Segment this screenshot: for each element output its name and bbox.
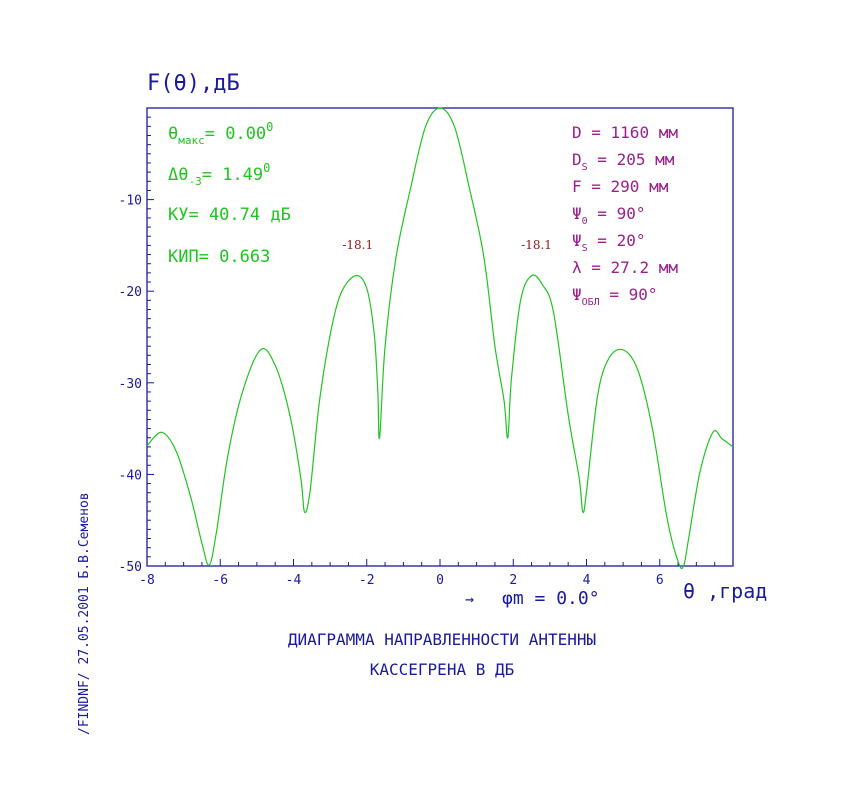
right-param-row: DS = 205 мм [572, 150, 675, 173]
y-tick-label: -40 [119, 468, 142, 483]
right-param-row: D = 1160 мм [572, 123, 678, 142]
y-tick-label: -20 [119, 285, 142, 300]
peak-label: -18.1 [342, 238, 373, 252]
x-tick-label: 4 [583, 573, 591, 588]
scan-angle-label: → φm = 0.0° [465, 588, 600, 609]
y-tick-label: -30 [119, 377, 142, 392]
efficiency-label: КИП= 0.663 [168, 247, 270, 267]
right-param-row: ΨS = 20° [572, 231, 645, 254]
y-tick-label: -10 [119, 194, 142, 209]
scan-value: φm = 0.0° [502, 588, 600, 609]
delta-theta-label: Δθ-3= 1.490 [168, 161, 270, 188]
x-axis-label: θ ,град [683, 579, 767, 603]
axis-ticks [146, 107, 734, 567]
x-tick-label: 2 [509, 573, 517, 588]
series-line [146, 107, 734, 570]
x-tick-label: -4 [286, 573, 302, 588]
scan-arrow: → [465, 590, 474, 608]
gain-label: КУ= 40.74 дБ [168, 205, 291, 225]
right-parameters: D = 1160 мм DS = 205 мм F = 290 мм Ψ0 = 90°… [572, 123, 678, 308]
y-axis-label: F(θ),дБ [147, 71, 240, 96]
right-param-row: F = 290 мм [572, 177, 669, 196]
right-param-row: ΨОБЛ = 90° [572, 285, 658, 308]
x-tick-label: 0 [436, 573, 444, 588]
peak-label: -18.1 [521, 238, 552, 252]
y-tick-label: -50 [119, 560, 142, 575]
x-tick-label: 6 [656, 573, 664, 588]
caption-line-1: ДИАГРАММА НАПРАВЛЕННОСТИ АНТЕННЫ [288, 630, 596, 649]
peak-annotations: -18.1 -18.1 [342, 238, 552, 252]
caption-line-2: КАССЕГРЕНА В ДБ [370, 660, 515, 679]
left-parameters: θмакс= 0.000 Δθ-3= 1.490 КУ= 40.74 дБ КИ… [168, 120, 291, 267]
theta-max-label: θмакс= 0.000 [168, 120, 273, 147]
axis-tick-labels: -8 -6 -4 -2 0 2 4 6-10-20-30-40-50 [119, 194, 664, 588]
x-tick-label: -6 [212, 573, 228, 588]
x-tick-label: -2 [359, 573, 375, 588]
right-param-row: Ψ0 = 90° [572, 204, 645, 227]
side-signature: /FINDNF/ 27.05.2001 Б.В.Семенов [77, 492, 92, 735]
right-param-row: λ = 27.2 мм [572, 258, 678, 277]
x-tick-label: -8 [139, 573, 155, 588]
